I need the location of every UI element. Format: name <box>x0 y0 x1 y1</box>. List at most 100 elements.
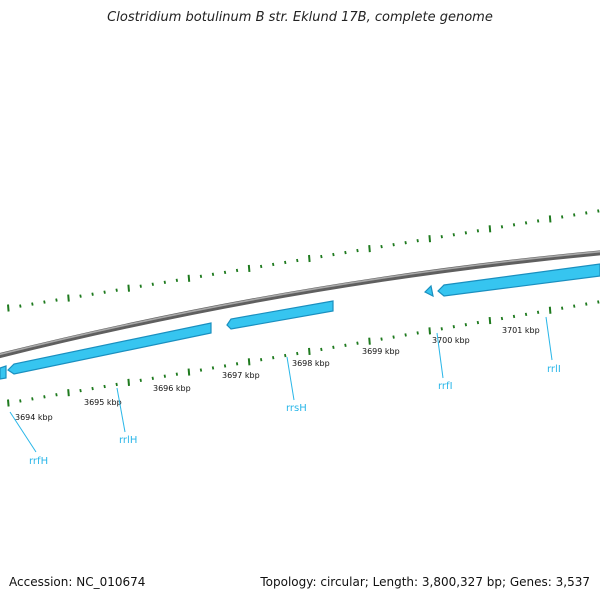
outer-major-tick <box>368 245 371 253</box>
outer-minor-tick <box>416 239 419 243</box>
inner-minor-tick <box>512 314 516 319</box>
inner-minor-tick <box>356 341 359 345</box>
inner-major-tick <box>127 378 131 386</box>
outer-minor-tick <box>380 244 383 249</box>
outer-major-tick <box>308 254 311 263</box>
outer-minor-tick <box>151 282 154 286</box>
outer-minor-tick <box>31 302 34 306</box>
inner-minor-tick <box>380 337 383 341</box>
outer-minor-tick <box>560 215 564 219</box>
inner-minor-tick <box>560 306 564 310</box>
gene-arrow <box>423 284 434 298</box>
gene-leader-line <box>436 332 444 379</box>
inner-minor-tick <box>296 351 299 356</box>
gene-arrow <box>7 322 212 375</box>
inner-minor-tick <box>91 386 94 391</box>
map-title: Clostridium botulinum B str. Eklund 17B,… <box>107 10 493 25</box>
inner-minor-tick <box>536 310 540 314</box>
inner-minor-tick <box>31 397 34 401</box>
outer-minor-tick <box>139 284 142 288</box>
outer-minor-tick <box>103 290 106 294</box>
outer-major-tick <box>187 274 191 282</box>
inner-minor-tick <box>476 320 480 325</box>
outer-minor-tick <box>199 274 203 279</box>
inner-tick-ring <box>7 300 600 407</box>
inner-minor-tick <box>332 345 335 350</box>
gene-label-rrfh: rrfH <box>29 456 48 467</box>
gene-track <box>0 263 600 380</box>
inner-minor-tick <box>235 362 239 366</box>
outer-minor-tick <box>585 211 588 215</box>
inner-major-tick <box>488 316 492 325</box>
outer-minor-tick <box>404 240 407 245</box>
tick-label: 3698 kbp <box>292 359 330 368</box>
outer-minor-tick <box>476 229 480 233</box>
inner-minor-tick <box>211 366 215 370</box>
outer-major-tick <box>247 264 251 272</box>
outer-minor-tick <box>163 280 167 284</box>
outer-minor-tick <box>43 300 46 304</box>
inner-minor-tick <box>585 302 588 306</box>
gene-leader-line <box>9 411 37 453</box>
gene-leader-line <box>286 356 295 401</box>
inner-major-tick <box>7 399 10 407</box>
outer-major-tick <box>67 294 70 302</box>
inner-minor-tick <box>500 316 504 321</box>
inner-minor-tick <box>392 335 395 339</box>
outer-minor-tick <box>259 264 263 269</box>
outer-minor-tick <box>440 235 443 239</box>
outer-minor-tick <box>235 268 239 273</box>
gene-label-rrli: rrlI <box>547 364 561 375</box>
outer-minor-tick <box>55 298 58 302</box>
tick-label: 3695 kbp <box>84 398 122 407</box>
gene-label-rrlh: rrlH <box>119 435 137 446</box>
inner-major-tick <box>308 347 311 356</box>
inner-minor-tick <box>259 358 263 362</box>
inner-minor-tick <box>524 312 528 317</box>
inner-minor-tick <box>115 382 118 387</box>
outer-minor-tick <box>211 272 215 277</box>
inner-minor-tick <box>404 333 407 337</box>
inner-minor-tick <box>175 372 179 376</box>
outer-minor-tick <box>500 225 504 229</box>
inner-minor-tick <box>79 388 82 393</box>
outer-major-tick <box>488 225 492 233</box>
outer-minor-tick <box>452 233 455 237</box>
outer-minor-tick <box>223 270 227 275</box>
outer-minor-tick <box>175 278 179 282</box>
gene-arrow <box>226 300 334 330</box>
tick-label: 3701 kbp <box>502 326 540 335</box>
inner-minor-tick <box>199 368 203 372</box>
inner-major-tick <box>428 327 432 335</box>
gene-label-rrfi: rrfI <box>438 381 453 392</box>
inner-major-tick <box>368 337 371 345</box>
outer-major-tick <box>428 235 432 243</box>
outer-minor-tick <box>597 209 600 213</box>
outer-minor-tick <box>79 294 82 298</box>
outer-minor-tick <box>115 288 118 292</box>
inner-minor-tick <box>284 353 287 358</box>
outer-minor-tick <box>19 304 22 308</box>
tick-labels: 3694 kbp 3695 kbp 3696 kbp 3697 kbp 3698 kbp… <box>15 326 540 422</box>
outer-minor-tick <box>296 258 299 263</box>
inner-minor-tick <box>440 327 443 331</box>
outer-minor-tick <box>356 248 359 253</box>
inner-minor-tick <box>416 331 419 335</box>
inner-minor-tick <box>55 393 58 397</box>
accession-text: Accession: NC_010674 <box>9 575 146 589</box>
outer-minor-tick <box>284 260 287 265</box>
inner-minor-tick <box>151 376 154 380</box>
inner-minor-tick <box>163 374 167 378</box>
inner-minor-tick <box>452 325 455 329</box>
inner-minor-tick <box>464 322 468 327</box>
topology-text: Topology: circular; Length: 3,800,327 bp… <box>260 575 590 589</box>
outer-major-tick <box>7 304 10 312</box>
gene-labels: rrfH rrlH rrsH rrfI rrlI <box>9 316 561 467</box>
outer-major-tick <box>548 215 552 223</box>
inner-major-tick <box>548 306 552 314</box>
outer-minor-tick <box>332 252 335 257</box>
outer-minor-tick <box>320 254 323 259</box>
inner-major-tick <box>187 368 191 376</box>
outer-tick-ring <box>7 209 600 312</box>
